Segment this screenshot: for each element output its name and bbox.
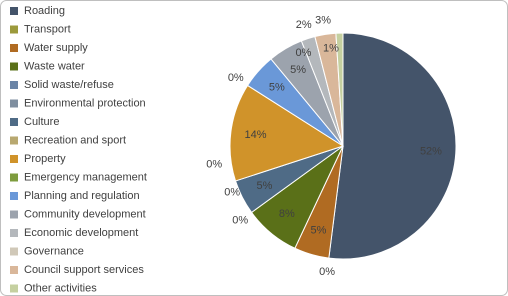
legend-swatch	[10, 173, 18, 182]
legend-label: Solid waste/refuse	[24, 79, 114, 91]
legend-label: Environmental protection	[24, 97, 146, 109]
pie-slice	[335, 32, 344, 147]
data-label: 0%	[295, 47, 311, 59]
legend-label: Other activities	[24, 282, 97, 294]
data-label: 0%	[319, 266, 335, 278]
pie-slice	[229, 84, 345, 182]
legend-swatch	[10, 192, 18, 200]
legend-swatch	[10, 284, 18, 293]
data-label: 2%	[296, 19, 312, 31]
legend-label: Transport	[24, 23, 71, 35]
legend-swatch	[10, 62, 18, 71]
legend-swatch	[10, 25, 18, 34]
data-label: 0%	[232, 215, 248, 227]
data-label: 5%	[290, 64, 306, 76]
pie-slice	[328, 32, 457, 260]
legend-swatch	[10, 247, 18, 256]
data-label: 5%	[257, 180, 273, 192]
legend-label: Council support services	[24, 264, 144, 276]
legend-label: Property	[24, 153, 66, 165]
legend-swatch	[10, 81, 18, 89]
legend-label: Roading	[24, 5, 65, 17]
legend-swatch	[10, 266, 18, 274]
data-label: 52%	[420, 145, 442, 157]
data-label: 3%	[315, 14, 331, 26]
legend-swatch	[10, 210, 18, 219]
legend-swatch	[10, 155, 18, 163]
data-label: 0%	[224, 187, 240, 199]
legend-label: Governance	[24, 245, 84, 257]
legend-swatch	[10, 229, 18, 237]
legend-swatch	[10, 136, 18, 145]
legend-label: Waste water	[24, 60, 85, 72]
legend-swatch	[10, 99, 18, 108]
legend-swatch	[10, 118, 18, 126]
data-label: 0%	[206, 159, 222, 171]
legend-label: Economic development	[24, 227, 138, 239]
legend-label: Culture	[24, 116, 59, 128]
legend-label: Water supply	[24, 42, 88, 54]
data-label: 1%	[323, 42, 339, 54]
data-label: 5%	[310, 225, 326, 237]
legend-label: Planning and regulation	[24, 190, 140, 202]
data-label: 14%	[245, 129, 267, 141]
data-label: 5%	[269, 82, 285, 94]
legend-label: Emergency management	[24, 171, 147, 183]
legend-label: Community development	[24, 208, 146, 220]
legend-swatch	[10, 7, 18, 15]
legend-label: Recreation and sport	[24, 134, 126, 146]
data-label: 0%	[228, 72, 244, 84]
data-label: 8%	[279, 208, 295, 220]
legend-swatch	[10, 44, 18, 52]
